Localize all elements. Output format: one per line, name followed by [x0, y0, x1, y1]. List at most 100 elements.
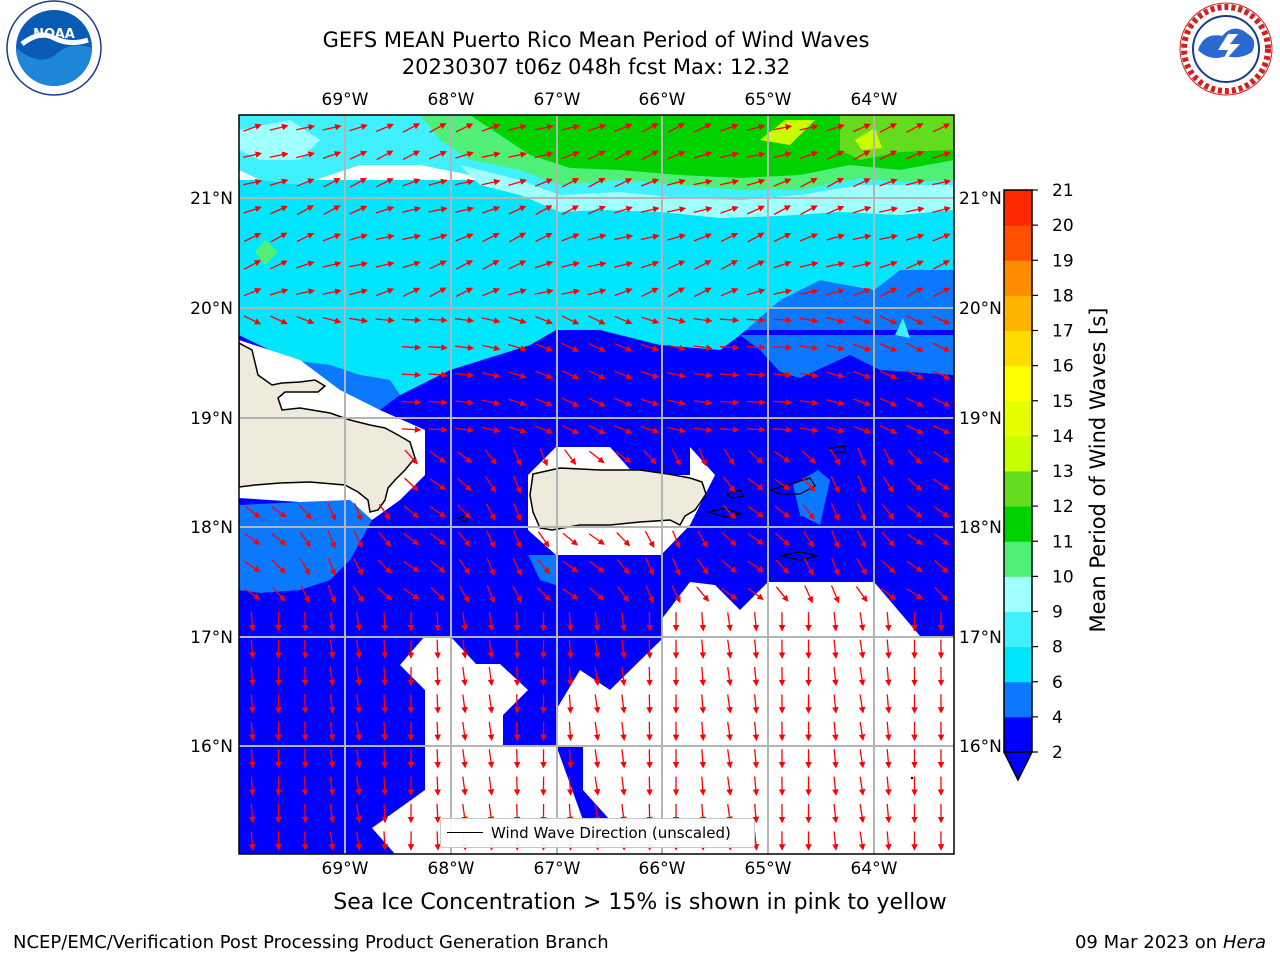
wind-wave-arrow	[322, 260, 342, 268]
wind-wave-arrow	[481, 372, 501, 379]
wind-wave-arrow	[486, 557, 495, 576]
colorbar-swatch	[1004, 471, 1032, 507]
wind-wave-arrow	[269, 123, 289, 131]
wind-wave-arrow	[355, 776, 362, 796]
wind-wave-arrow	[513, 475, 522, 494]
wind-wave-arrow	[428, 316, 448, 324]
wind-wave-arrow	[747, 505, 764, 518]
wind-wave-arrow	[826, 288, 845, 296]
wind-wave-arrow	[299, 531, 311, 548]
wind-wave-arrow	[723, 448, 735, 466]
wind-wave-arrow	[270, 205, 288, 215]
wind-wave-arrow	[772, 316, 793, 324]
wind-wave-arrow	[699, 721, 707, 742]
wind-wave-arrow	[721, 560, 738, 573]
wind-wave-arrow	[455, 178, 475, 186]
wind-wave-arrow	[802, 504, 815, 520]
wind-wave-arrow	[693, 344, 713, 351]
wind-wave-arrow	[932, 342, 951, 352]
wind-wave-arrow	[852, 425, 872, 434]
wind-wave-arrow	[699, 776, 707, 796]
wind-wave-arrow	[826, 205, 845, 215]
wind-wave-arrow	[481, 399, 501, 406]
wind-wave-arrow	[455, 233, 474, 242]
wind-wave-arrow	[852, 343, 872, 352]
wind-wave-arrow	[402, 287, 421, 297]
wind-wave-arrow	[640, 260, 660, 269]
wind-wave-arrow	[696, 558, 709, 575]
wind-wave-arrow	[355, 721, 362, 741]
wind-wave-arrow	[748, 450, 764, 464]
wind-wave-arrow	[377, 559, 392, 574]
lat-tick-left: 16°N	[190, 737, 233, 757]
wind-wave-arrow	[353, 530, 363, 549]
lat-tick-right: 21°N	[959, 189, 1002, 209]
graticule	[239, 115, 954, 854]
wind-wave-arrow	[832, 749, 839, 769]
wind-wave-arrow	[879, 315, 898, 325]
wind-wave-arrow	[614, 233, 634, 241]
wind-wave-arrow	[932, 178, 952, 186]
lat-tick-right: 17°N	[959, 628, 1002, 648]
wind-wave-arrow	[832, 639, 839, 659]
wind-wave-arrow	[588, 560, 605, 573]
wind-wave-arrow	[879, 233, 899, 241]
wind-wave-arrow	[830, 503, 840, 522]
wind-wave-arrow	[620, 694, 627, 714]
period-band-11-12	[470, 115, 954, 178]
wind-wave-arrow	[746, 398, 766, 406]
wind-wave-arrow	[270, 232, 288, 243]
wind-wave-arrow	[752, 639, 760, 659]
wind-wave-arrow	[458, 558, 470, 575]
wind-wave-arrow	[644, 530, 655, 549]
wind-wave-arrow	[402, 123, 421, 133]
colorbar-extend-triangle	[1002, 751, 1034, 782]
lat-labels-left: 21°N 20°N 19°N 18°N 17°N 16°N	[190, 189, 233, 757]
wind-wave-arrow	[301, 803, 309, 824]
wind-wave-arrow	[381, 612, 388, 632]
wind-wave-arrow	[852, 123, 871, 133]
wind-wave-arrow	[455, 317, 475, 324]
wind-wave-arrow	[858, 612, 866, 632]
wind-wave-arrow	[243, 178, 263, 186]
wind-wave-arrow	[641, 150, 659, 161]
wind-wave-arrow	[721, 532, 737, 547]
wind-wave-arrow	[301, 694, 309, 714]
wind-wave-arrow	[620, 667, 627, 687]
wind-wave-arrow	[323, 178, 341, 188]
wind-wave-arrow	[561, 370, 580, 380]
wind-wave-arrow	[722, 504, 736, 520]
wind-wave-arrow	[906, 560, 923, 573]
lon-labels-top: 69°W 68°W 67°W 66°W 65°W 64°W	[322, 90, 898, 110]
wind-wave-arrow	[534, 288, 554, 295]
wind-wave-arrow	[885, 721, 892, 742]
wind-wave-arrow	[430, 587, 445, 601]
wind-wave-arrow	[561, 178, 580, 188]
wind-wave-arrow	[885, 612, 892, 632]
wind-wave-arrow	[852, 316, 872, 325]
colorbar-swatch	[1004, 506, 1032, 542]
wind-wave-arrow	[719, 399, 740, 406]
wind-wave-arrow	[587, 123, 607, 132]
wind-wave-arrow	[593, 721, 601, 741]
wind-wave-arrow	[249, 803, 256, 824]
wind-wave-arrow	[534, 260, 554, 269]
map-legend: Wind Wave Direction (unscaled)	[440, 818, 755, 848]
wind-wave-arrow	[832, 666, 839, 687]
wind-wave-arrow	[512, 448, 522, 467]
wind-wave-arrow	[614, 370, 633, 380]
wind-wave-arrow	[775, 586, 789, 602]
wind-wave-arrow	[832, 831, 839, 851]
wind-wave-arrow	[355, 667, 362, 687]
wind-wave-arrow	[667, 317, 687, 324]
wind-wave-arrow	[401, 344, 422, 351]
wind-wave-arrow	[775, 559, 790, 574]
wind-wave-arrow	[301, 666, 309, 687]
wind-wave-arrow	[832, 612, 839, 632]
wind-wave-arrow	[244, 588, 261, 600]
wind-wave-arrow	[852, 288, 872, 297]
lat-tick-left: 21°N	[190, 189, 233, 209]
wind-wave-arrow	[799, 233, 819, 242]
colorbar-swatch	[1004, 681, 1032, 718]
wind-wave-arrow	[349, 123, 368, 132]
